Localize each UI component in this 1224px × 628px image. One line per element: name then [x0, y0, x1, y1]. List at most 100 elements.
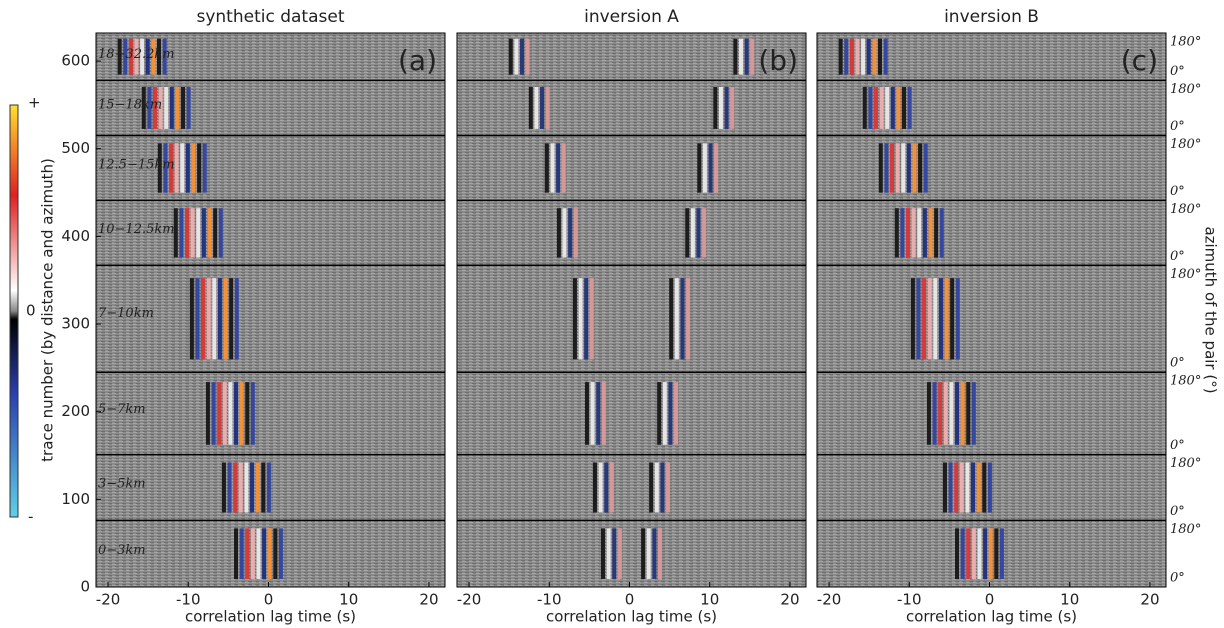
panel-label: (c) — [1121, 44, 1158, 77]
wavelet — [960, 382, 965, 445]
azimuth-label: 180° — [1170, 35, 1201, 50]
wavelet — [273, 528, 278, 580]
panel-frame — [95, 32, 446, 588]
wavelet — [123, 38, 128, 75]
wavelet — [156, 38, 161, 75]
x-tick-label: -10 — [176, 591, 201, 609]
x-tick-label: 10 — [339, 591, 358, 609]
wavelet — [665, 462, 670, 513]
wavelet — [596, 382, 601, 445]
azimuth-label: 180° — [1170, 82, 1201, 97]
wavelet — [718, 86, 723, 129]
wavelet — [922, 208, 927, 258]
wavelet — [256, 528, 261, 580]
wavelet — [983, 528, 988, 580]
band-label: 18−32.2km — [98, 47, 175, 62]
wavelet — [228, 382, 233, 445]
wavelet — [157, 143, 162, 193]
x-tick-label: 20 — [419, 591, 438, 609]
wavelet — [948, 462, 953, 513]
wavelet — [134, 38, 139, 75]
wavelet — [233, 462, 238, 513]
wavelet — [534, 86, 539, 129]
wavelet — [145, 38, 150, 75]
wavelet — [674, 278, 679, 360]
wavelet — [221, 462, 226, 513]
wavelet — [222, 382, 227, 445]
wavelet — [190, 208, 195, 258]
wavelet — [750, 38, 755, 75]
wavelet — [862, 86, 867, 129]
wavelet — [902, 86, 907, 129]
y-tick-label: 400 — [61, 227, 90, 245]
azimuth-label: 180° — [1170, 137, 1201, 152]
wavelet — [163, 143, 168, 193]
wavelet — [890, 143, 895, 193]
wavelet — [508, 38, 513, 75]
x-tick-label: 0 — [985, 591, 995, 609]
wavelet — [117, 38, 122, 75]
y-tick-label: 0 — [80, 578, 90, 596]
wavelet — [545, 86, 550, 129]
wavelet — [894, 208, 899, 258]
wavelet — [714, 143, 719, 193]
wavelet — [724, 86, 729, 129]
wavelet — [933, 278, 938, 360]
wavelet — [180, 143, 185, 193]
azimuth-label: 0° — [1170, 119, 1185, 134]
wavelet — [164, 86, 169, 129]
colorbar-middle: 0 — [26, 302, 36, 320]
wavelet — [697, 143, 702, 193]
wavelet — [890, 86, 895, 129]
wavelet — [943, 382, 948, 445]
wavelet — [713, 86, 718, 129]
panel-title: inversion A — [584, 7, 679, 27]
wavelet — [233, 528, 238, 580]
azimuth-label: 180° — [1170, 522, 1201, 537]
wavelet — [960, 528, 965, 580]
wavelet — [657, 528, 662, 580]
wavelet — [916, 278, 921, 360]
wavelet — [223, 278, 228, 360]
wavelet — [959, 462, 964, 513]
x-tick-label: 20 — [1140, 591, 1159, 609]
azimuth-label: 0° — [1170, 504, 1185, 519]
wavelet — [239, 528, 244, 580]
wavelet — [954, 462, 959, 513]
wavelet — [942, 462, 947, 513]
x-tick-label: -10 — [897, 591, 922, 609]
wavelet — [646, 528, 651, 580]
wavelet — [911, 208, 916, 258]
band-label: 0−3km — [98, 543, 146, 558]
wavelet — [669, 278, 674, 360]
wavelet — [657, 382, 662, 445]
x-tick-label: 10 — [1060, 591, 1079, 609]
wavelet — [598, 462, 603, 513]
x-tick-label: 0 — [625, 591, 635, 609]
band-label: 3−5km — [98, 477, 146, 492]
wavelet — [872, 38, 877, 75]
band-label: 7−10km — [98, 306, 154, 321]
wavelet — [938, 278, 943, 360]
azimuth-label: 0° — [1170, 249, 1185, 264]
band-label: 15−18km — [98, 98, 162, 113]
wavelet — [197, 143, 202, 193]
wavelet — [873, 86, 878, 129]
wavelet — [195, 278, 200, 360]
wavelet — [245, 528, 250, 580]
wavelet — [896, 86, 901, 129]
wavelet — [927, 278, 932, 360]
wavelet — [141, 86, 146, 129]
wavelet — [238, 462, 243, 513]
wavelet — [838, 38, 843, 75]
wavelet — [604, 462, 609, 513]
wavelet — [213, 208, 218, 258]
wavelet — [907, 86, 912, 129]
wavelet — [954, 382, 959, 445]
wavelet — [250, 382, 255, 445]
wavelet — [278, 528, 283, 580]
wavelet — [652, 528, 657, 580]
azimuth-label: 180° — [1170, 456, 1201, 471]
wavelet — [589, 278, 594, 360]
